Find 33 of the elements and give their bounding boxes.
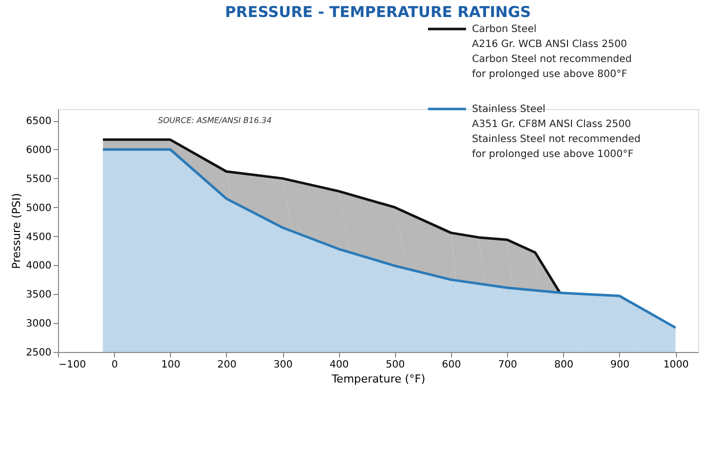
legend-label: Stainless Steel	[472, 104, 546, 115]
x-axis-title: Temperature (°F)	[330, 372, 426, 386]
annotation: A351 Gr. CF8M ANSI Class 2500	[472, 119, 632, 130]
y-tick-label: 5500	[26, 174, 52, 185]
y-tick-label: 4000	[26, 260, 52, 272]
annotation: for prolonged use above 1000°F	[472, 149, 634, 160]
text: for prolonged use above 800°F	[472, 69, 628, 80]
text: Carbon Steel not recommended	[472, 54, 632, 65]
x-tick-label: 600	[442, 360, 462, 370]
x-tick-label: 300	[274, 360, 293, 370]
y-tick-label: 5000	[26, 202, 52, 214]
y-tick-label: 3500	[26, 290, 52, 301]
x-tick-label: −100	[58, 360, 86, 370]
y-tick-label: 3000	[26, 318, 52, 330]
annotation: Stainless Steel not recommended	[472, 134, 641, 145]
annotation: SOURCE: ASME/ANSI B16.34	[158, 116, 272, 125]
x-tick-label: 1000	[663, 360, 689, 370]
x-tick-label: 700	[498, 360, 518, 370]
y-tick-label: 4500	[26, 232, 52, 243]
legend-label: Carbon Steel	[472, 24, 537, 35]
x-tick-label: 500	[386, 360, 405, 370]
x-tick-label: 400	[330, 360, 349, 370]
x-tick-label: 900	[610, 360, 630, 370]
x-tick-label: 800	[554, 360, 574, 370]
y-axis-title: Pressure (PSI)	[10, 193, 24, 269]
chart-title: PRESSURE - TEMPERATURE RATINGS	[225, 3, 531, 21]
y-tick-label: 6000	[26, 145, 52, 156]
x-tick-label: 100	[161, 360, 180, 370]
x-tick-label: 200	[217, 360, 236, 370]
x-tick-label: 0	[111, 360, 118, 370]
text: A216 Gr. WCB ANSI Class 2500	[472, 39, 628, 50]
y-tick-label: 6500	[26, 116, 52, 128]
y-tick-label: 2500	[26, 348, 52, 358]
